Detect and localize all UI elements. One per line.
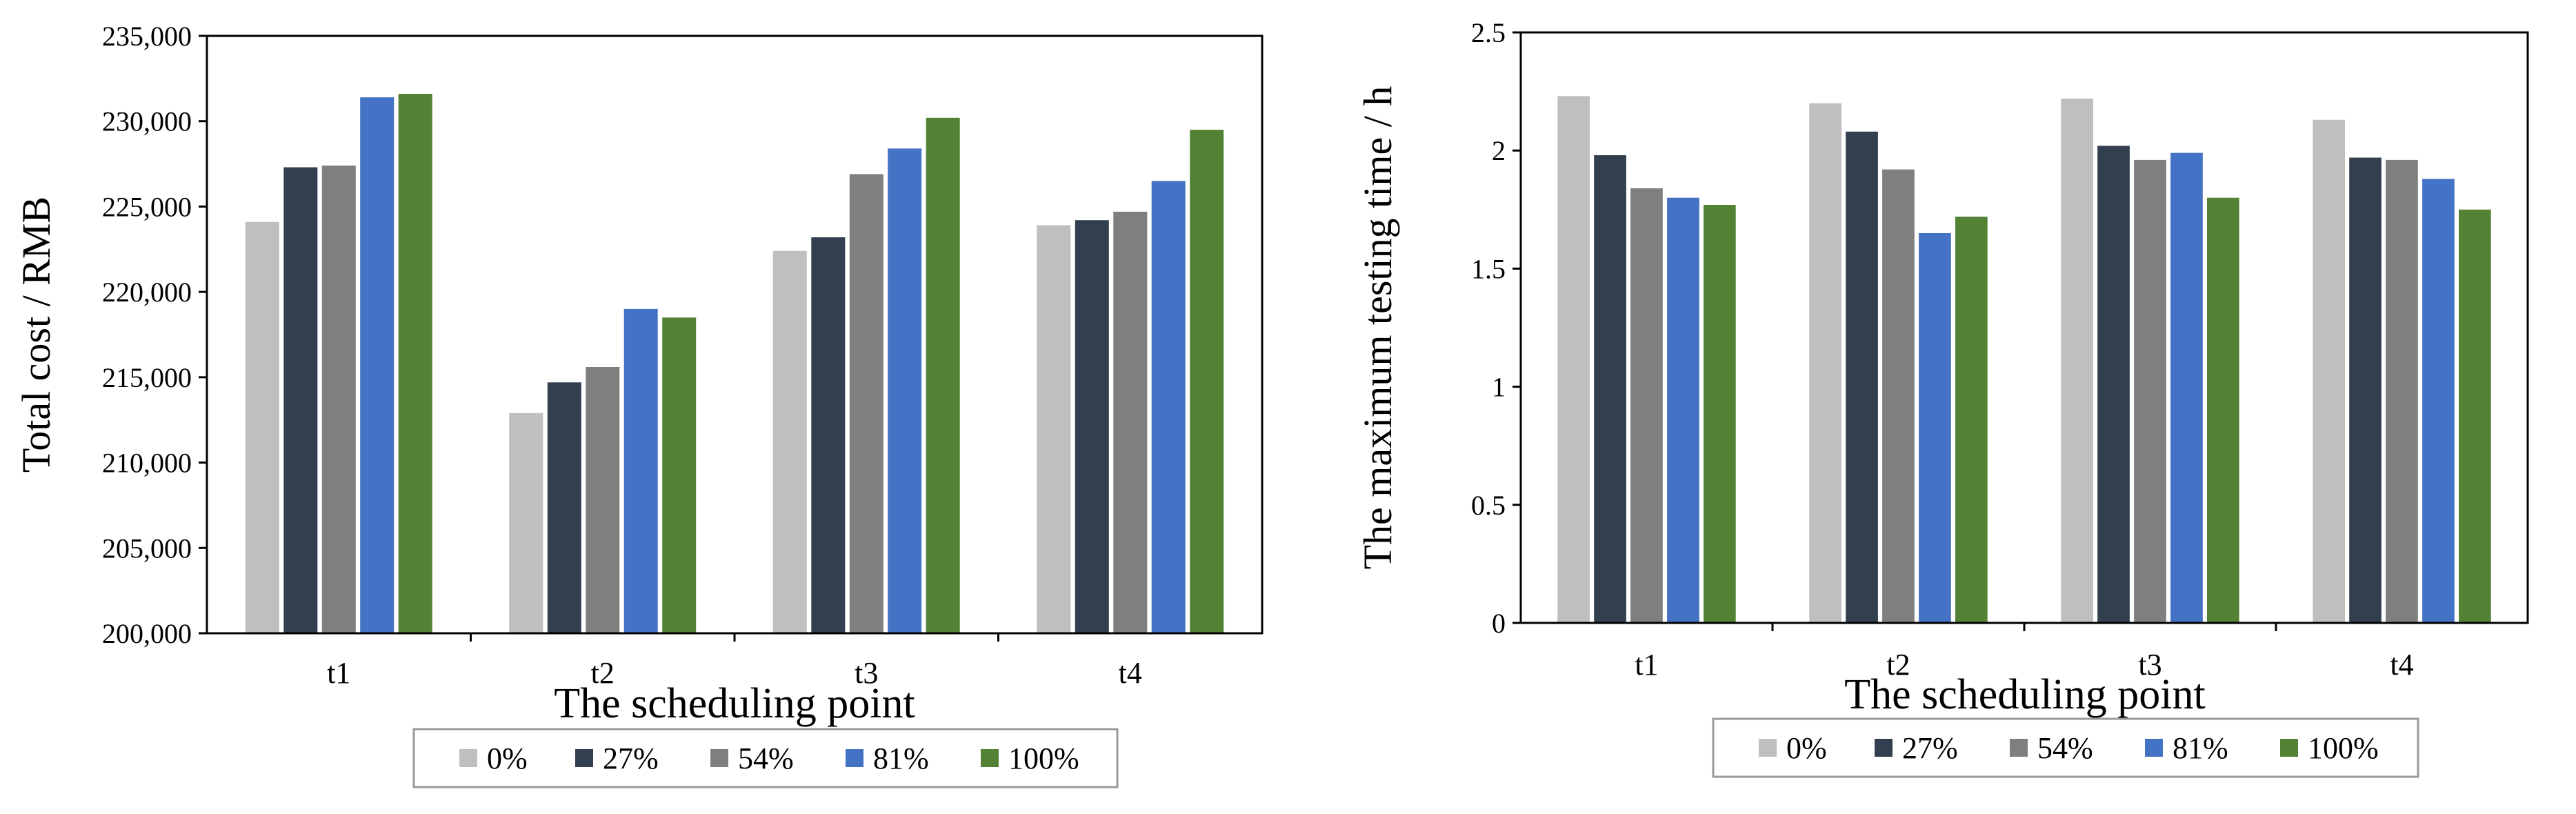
bar-t4-100pct xyxy=(2459,209,2491,623)
bar-t3-54pct xyxy=(849,174,883,633)
bar-t1-100pct xyxy=(398,94,432,634)
legend-label: 54% xyxy=(2037,731,2093,765)
bar-t4-54pct xyxy=(2386,159,2418,623)
y-tick-label: 225,000 xyxy=(102,191,192,222)
legend-swatch-27pct xyxy=(575,749,593,767)
y-tick-label: 220,000 xyxy=(102,277,192,308)
chart-1: 200,000 205,000 210,000 215,000 220,000 225,0… xyxy=(14,21,1264,788)
legend-label: 100% xyxy=(2308,731,2379,765)
bar-t2-0pct xyxy=(509,413,543,633)
bar-t2-100pct xyxy=(662,317,697,633)
bar-t3-100pct xyxy=(2207,197,2239,623)
bar-t2-100pct xyxy=(1955,217,1988,624)
bar-t3-27pct xyxy=(811,237,846,633)
x-tick-label: t4 xyxy=(2390,648,2413,682)
bar-t4-27pct xyxy=(1075,220,1109,633)
legend-swatch-100pct xyxy=(981,749,999,767)
legend-label: 100% xyxy=(1008,742,1079,775)
legend-swatch-81pct xyxy=(846,749,863,767)
bar-t2-54pct xyxy=(1882,169,1915,624)
bar-t3-100pct xyxy=(926,117,960,634)
bar-t1-27pct xyxy=(283,167,318,633)
bar-t4-81pct xyxy=(2422,179,2455,623)
legend-label: 27% xyxy=(603,742,659,775)
bar-t4-27pct xyxy=(2349,157,2382,623)
legend-label: 0% xyxy=(1786,731,1827,765)
y-tick-label: 230,000 xyxy=(102,106,192,137)
x-tick-label: t2 xyxy=(1886,648,1910,682)
y-tick-label: 200,000 xyxy=(102,618,192,649)
bar-t1-81pct xyxy=(360,97,395,634)
bar-t1-100pct xyxy=(1704,205,1736,623)
chart-2: 0 0.5 1 1.5 2 2.5 t1 t2 t3 t4 The scheduling point… xyxy=(1355,17,2529,778)
bar-t4-0pct xyxy=(2313,119,2345,623)
x-tick-label: t2 xyxy=(591,656,615,690)
legend-swatch-100pct xyxy=(2280,739,2298,757)
bar-t1-27pct xyxy=(1594,155,1626,623)
bar-t1-0pct xyxy=(1557,96,1590,623)
y-tick-label: 1.5 xyxy=(1471,253,1506,284)
y-tick-label: 210,000 xyxy=(102,448,192,479)
y-tick-label: 1 xyxy=(1492,372,1506,403)
bar-t3-0pct xyxy=(2061,98,2093,623)
y-tick-label: 215,000 xyxy=(102,362,192,393)
bar-t1-54pct xyxy=(1630,188,1663,623)
y-tick-label: 0 xyxy=(1492,608,1506,639)
x-tick-label: t3 xyxy=(2138,648,2161,682)
legend xyxy=(1712,717,2419,778)
x-tick-label: t4 xyxy=(1119,656,1142,690)
bar-t4-0pct xyxy=(1037,225,1071,634)
legend-swatch-27pct xyxy=(1875,739,1893,757)
bar-t4-81pct xyxy=(1151,181,1186,633)
legend-swatch-0pct xyxy=(459,749,477,767)
bar-t2-54pct xyxy=(586,367,620,633)
bar-t4-100pct xyxy=(1190,130,1224,634)
legend-label: 81% xyxy=(873,742,929,775)
bar-t3-27pct xyxy=(2097,146,2130,623)
legend-label: 54% xyxy=(738,742,794,775)
y-axis-title: Total cost / RMB xyxy=(14,197,59,473)
bar-t2-81pct xyxy=(623,308,658,633)
legend-label: 27% xyxy=(1902,731,1958,765)
bar-t3-81pct xyxy=(888,148,922,634)
legend xyxy=(412,728,1119,788)
y-tick-label: 205,000 xyxy=(102,533,192,564)
y-tick-label: 0.5 xyxy=(1471,490,1506,521)
legend-swatch-0pct xyxy=(1759,739,1777,757)
x-tick-label: t1 xyxy=(327,656,350,690)
y-tick-label: 235,000 xyxy=(102,21,192,52)
bar-t1-54pct xyxy=(321,166,356,633)
y-tick-label: 2 xyxy=(1492,135,1506,166)
legend-swatch-54pct xyxy=(710,749,728,767)
x-axis-title: The scheduling point xyxy=(554,680,915,727)
bar-t2-0pct xyxy=(1809,103,1841,623)
y-tick-label: 2.5 xyxy=(1471,17,1506,48)
bar-t2-27pct xyxy=(547,382,581,633)
bar-t1-81pct xyxy=(1667,197,1699,623)
bar-t3-0pct xyxy=(772,250,807,633)
bar-t3-81pct xyxy=(2170,152,2203,624)
bar-t2-27pct xyxy=(1846,131,1878,624)
bar-t4-54pct xyxy=(1113,211,1148,633)
y-axis-title: The maximum testing time / h xyxy=(1355,86,1400,570)
x-tick-label: t3 xyxy=(855,656,878,690)
legend-swatch-54pct xyxy=(2010,739,2028,757)
x-axis-title: The scheduling point xyxy=(1844,671,2205,718)
bar-t3-54pct xyxy=(2134,159,2166,623)
legend-swatch-81pct xyxy=(2145,739,2163,757)
legend-label: 0% xyxy=(487,742,528,775)
bar-t1-0pct xyxy=(245,221,279,633)
legend-label: 81% xyxy=(2173,731,2228,765)
bar-t2-81pct xyxy=(1919,233,1951,623)
x-tick-label: t1 xyxy=(1635,648,1658,682)
